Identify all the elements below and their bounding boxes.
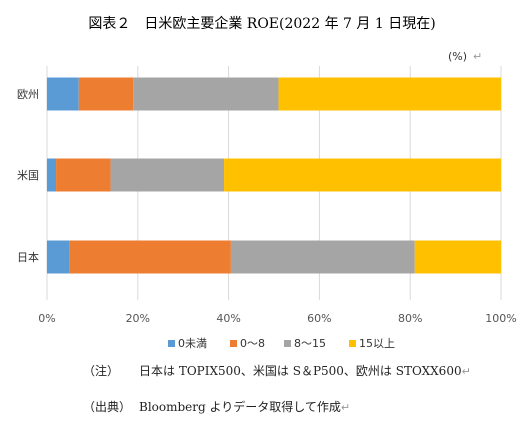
category-label: 日本	[17, 250, 39, 264]
source-label: （出典）	[83, 400, 132, 414]
x-tick-labels: 0% 20% 40% 60% 80% 100%	[38, 312, 516, 325]
legend-swatch	[168, 340, 175, 347]
x-tick-label: 100%	[485, 312, 516, 325]
legend-swatch	[230, 340, 237, 347]
legend-label: 15以上	[359, 337, 395, 350]
legend-label: 8～15	[294, 337, 326, 350]
x-tick-label: 80%	[398, 312, 422, 325]
bar-segment	[47, 77, 79, 111]
note-label: （注）	[83, 364, 120, 378]
bar-segment	[78, 77, 134, 111]
bars	[47, 77, 501, 274]
bar-segment	[230, 240, 415, 274]
legend-swatch	[284, 340, 291, 347]
bar-segment	[47, 158, 57, 192]
legend-label: 0～8	[240, 337, 265, 350]
x-tick-label: 40%	[216, 312, 240, 325]
category-label: 米国	[17, 169, 39, 182]
note-line: （注） 日本は TOPIX500、米国は S＆P500、欧州は STOXX600↵	[83, 362, 471, 379]
note-return-mark: ↵	[461, 365, 471, 378]
unit-return-mark: ↵	[473, 50, 482, 63]
bar-segment	[110, 158, 225, 192]
bar-segment	[47, 240, 70, 274]
bar-segment	[69, 240, 231, 274]
source-text: Bloomberg よりデータ取得して作成	[139, 400, 341, 414]
source-return-mark: ↵	[340, 401, 351, 414]
x-tick-label: 60%	[307, 312, 331, 325]
x-tick-label: 20%	[126, 312, 150, 325]
chart-title: 図表２ 日米欧主要企業 ROE(2022 年 7 月 1 日現在)	[88, 15, 435, 32]
x-tick-label: 0%	[38, 312, 55, 325]
bar-segment	[278, 77, 501, 111]
bar-segment	[414, 240, 501, 274]
legend-swatch	[349, 340, 356, 347]
note-text: 日本は TOPIX500、米国は S＆P500、欧州は STOXX600	[139, 364, 462, 378]
bar-segment	[56, 158, 111, 192]
source-line: （出典） Bloomberg よりデータ取得して作成↵	[83, 398, 350, 415]
bar-segment	[133, 77, 279, 111]
legend: 0未満 0～8 8～15 15以上	[168, 337, 395, 350]
bar-segment	[224, 158, 501, 192]
unit-label: (%)	[448, 50, 467, 63]
category-label: 欧州	[17, 88, 39, 101]
legend-label: 0未満	[178, 337, 207, 350]
